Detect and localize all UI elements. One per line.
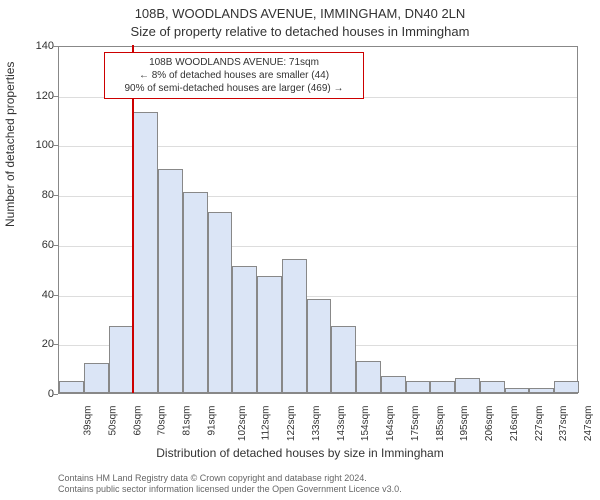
chart-container: 108B, WOODLANDS AVENUE, IMMINGHAM, DN40 … — [0, 0, 600, 500]
histogram-bar — [307, 299, 332, 393]
annotation-line2: ← 8% of detached houses are smaller (44) — [111, 69, 357, 82]
histogram-bar — [282, 259, 307, 393]
histogram-bar — [455, 378, 480, 393]
y-tick-label: 120 — [36, 90, 54, 102]
histogram-bar — [381, 376, 406, 393]
histogram-bar — [84, 363, 109, 393]
x-tick-label: 39sqm — [83, 406, 94, 436]
histogram-bar — [406, 381, 431, 393]
y-tick-mark — [53, 96, 58, 97]
x-tick-label: 206sqm — [484, 406, 495, 442]
histogram-bar — [430, 381, 455, 393]
x-tick-label: 81sqm — [182, 406, 193, 436]
x-tick-label: 60sqm — [132, 406, 143, 436]
histogram-bar — [257, 276, 282, 393]
y-tick-label: 100 — [36, 139, 54, 151]
x-tick-label: 185sqm — [435, 406, 446, 442]
x-tick-label: 154sqm — [360, 406, 371, 442]
y-tick-mark — [53, 394, 58, 395]
histogram-bar — [109, 326, 134, 393]
y-tick-mark — [53, 46, 58, 47]
footer: Contains HM Land Registry data © Crown c… — [58, 473, 402, 496]
histogram-bar — [208, 212, 233, 393]
y-tick-mark — [53, 145, 58, 146]
histogram-bar — [480, 381, 505, 393]
histogram-bar — [356, 361, 381, 393]
histogram-bar — [331, 326, 356, 393]
x-tick-label: 164sqm — [385, 406, 396, 442]
x-tick-label: 50sqm — [107, 406, 118, 436]
x-tick-label: 175sqm — [410, 406, 421, 442]
chart-title-line2: Size of property relative to detached ho… — [0, 24, 600, 39]
y-axis-label: Number of detached properties — [3, 62, 17, 227]
y-tick-mark — [53, 344, 58, 345]
x-tick-label: 91sqm — [206, 406, 217, 436]
y-tick-mark — [53, 245, 58, 246]
annotation-line3: 90% of semi-detached houses are larger (… — [111, 82, 357, 95]
footer-line2: Contains public sector information licen… — [58, 484, 402, 496]
histogram-bar — [529, 388, 554, 393]
histogram-bar — [158, 169, 183, 393]
x-tick-label: 70sqm — [157, 406, 168, 436]
x-tick-label: 195sqm — [460, 406, 471, 442]
annotation-box: 108B WOODLANDS AVENUE: 71sqm ← 8% of det… — [104, 52, 364, 99]
y-tick-mark — [53, 195, 58, 196]
footer-line1: Contains HM Land Registry data © Crown c… — [58, 473, 402, 485]
histogram-bar — [505, 388, 530, 393]
histogram-bar — [554, 381, 579, 393]
y-tick-mark — [53, 295, 58, 296]
x-tick-label: 237sqm — [559, 406, 570, 442]
x-tick-label: 227sqm — [534, 406, 545, 442]
x-tick-label: 133sqm — [311, 406, 322, 442]
y-tick-label: 140 — [36, 40, 54, 52]
histogram-bar — [133, 112, 158, 393]
histogram-bar — [232, 266, 257, 393]
chart-title-line1: 108B, WOODLANDS AVENUE, IMMINGHAM, DN40 … — [0, 6, 600, 21]
x-tick-label: 216sqm — [509, 406, 520, 442]
x-tick-label: 143sqm — [336, 406, 347, 442]
x-axis-label: Distribution of detached houses by size … — [0, 446, 600, 460]
x-tick-label: 247sqm — [583, 406, 594, 442]
x-tick-label: 102sqm — [237, 406, 248, 442]
annotation-line1: 108B WOODLANDS AVENUE: 71sqm — [111, 56, 357, 69]
histogram-bar — [59, 381, 84, 393]
x-tick-label: 112sqm — [261, 406, 272, 441]
histogram-bar — [183, 192, 208, 393]
x-tick-label: 122sqm — [286, 406, 297, 442]
